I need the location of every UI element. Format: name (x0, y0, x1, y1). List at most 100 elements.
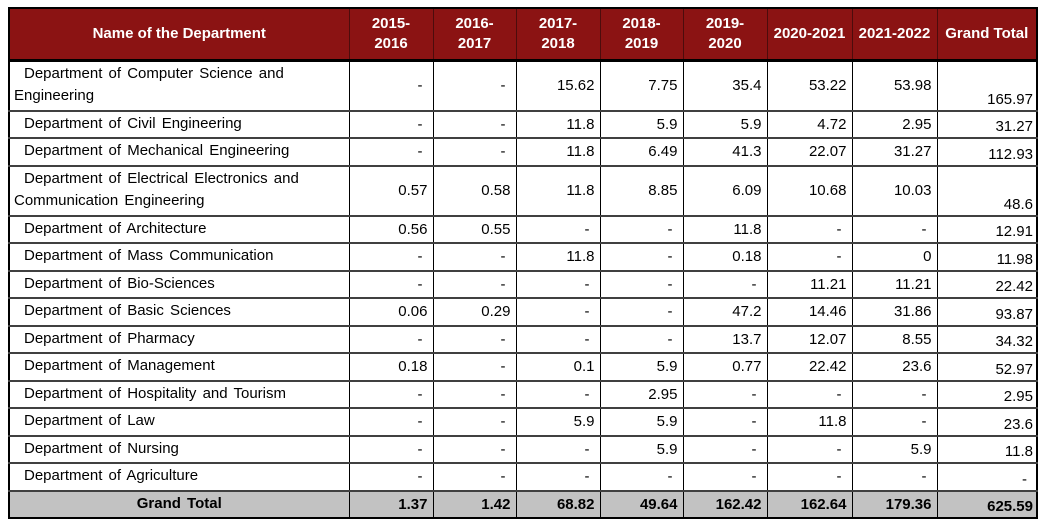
year-value-cell: - (683, 380, 768, 409)
department-name: Department of Electrical Electronics and… (9, 165, 350, 217)
year-value-cell: - (433, 325, 517, 354)
year-value-cell: - (433, 463, 517, 492)
year-value-cell: - (852, 408, 938, 437)
department-name: Department of Mass Communication (9, 243, 350, 272)
table-row: Department of Mechanical Engineering - -11… (9, 138, 1037, 167)
year-value-cell: - (433, 353, 517, 382)
table-row: Department of Nursing - - -5.9- -5.9 11.8 (9, 435, 1037, 464)
department-name: Department of Civil Engineering (9, 110, 350, 139)
year-value-cell: 6.49 (600, 138, 684, 167)
row-grand-total-cell: 23.6 (937, 408, 1037, 437)
year-value-cell: 11.8 (516, 110, 601, 139)
year-value-cell: 0.56 (349, 215, 434, 244)
year-value-cell: 5.9 (600, 408, 684, 437)
year-value-cell: 15.62 (516, 60, 601, 112)
year-value-cell: - (433, 408, 517, 437)
year-value-cell: 10.03 (852, 165, 938, 217)
department-name: Department of Pharmacy (9, 325, 350, 354)
table-row: Department of Hospitality and Tourism - - -… (9, 380, 1037, 409)
year-value-cell: - (516, 380, 601, 409)
row-grand-total-cell: 31.27 (937, 110, 1037, 139)
department-name: Department of Mechanical Engineering (9, 138, 350, 167)
year-value-cell: 11.8 (516, 243, 601, 272)
row-grand-total-cell: 112.93 (937, 138, 1037, 167)
year-value-cell: - (349, 325, 434, 354)
year-value-cell: 14.46 (767, 298, 853, 327)
year-value-cell: 23.6 (852, 353, 938, 382)
year-value-cell: 0.06 (349, 298, 434, 327)
table-row: Department of Mass Communication - -11.8-0… (9, 243, 1037, 272)
row-grand-total-cell: 11.8 (937, 435, 1037, 464)
year-value-cell: - (767, 435, 853, 464)
year-value-cell: - (349, 270, 434, 299)
year-value-cell: - (516, 435, 601, 464)
department-funding-table: Name of the Department 2015- 2016 2016- … (8, 7, 1038, 519)
row-grand-total-cell: 48.6 (937, 165, 1037, 217)
row-grand-total-cell: 2.95 (937, 380, 1037, 409)
year-value-cell: 12.07 (767, 325, 853, 354)
year-value-cell: - (852, 215, 938, 244)
year-value-cell: 5.9 (600, 110, 684, 139)
year-value-cell: - (600, 463, 684, 492)
year-value-cell: 5.9 (600, 353, 684, 382)
year-value-cell: 10.68 (767, 165, 853, 217)
department-name: Department of Architecture (9, 215, 350, 244)
table-row: Department of Civil Engineering - -11.8 5.9… (9, 110, 1037, 139)
year-value-cell: 6.09 (683, 165, 768, 217)
year-value-cell: 31.86 (852, 298, 938, 327)
grand-total-year-value: 162.64 (767, 490, 853, 518)
year-value-cell: - (349, 408, 434, 437)
year-value-cell: 5.9 (683, 110, 768, 139)
table-row: Department of Bio-Sciences - - - - -11.21 11.2… (9, 270, 1037, 299)
year-value-cell: - (349, 435, 434, 464)
department-name: Department of Basic Sciences (9, 298, 350, 327)
year-value-cell: - (767, 463, 853, 492)
table-row: Department of Management 0.18-0.1 5.9 0.77 2… (9, 353, 1037, 382)
year-value-cell: - (516, 215, 601, 244)
year-value-cell: 0.18 (349, 353, 434, 382)
year-value-cell: 47.2 (683, 298, 768, 327)
col-header-2020-2021: 2020-2021 (767, 8, 853, 62)
col-header-2021-2022: 2021-2022 (852, 8, 938, 62)
year-value-cell: 11.8 (516, 138, 601, 167)
table-row: Department of Law - -5.9 5.9-11.8-23.6 (9, 408, 1037, 437)
year-value-cell: 0.77 (683, 353, 768, 382)
year-value-cell: 0.18 (683, 243, 768, 272)
year-value-cell: - (516, 270, 601, 299)
department-name: Department of Management (9, 353, 350, 382)
col-header-grand-total: Grand Total (937, 8, 1037, 62)
table-row: Department of Architecture 0.56 0.55- -11.8… (9, 215, 1037, 244)
table-row: Department of Pharmacy - - - -13.7 12.07 8.55 3… (9, 325, 1037, 354)
row-grand-total-cell: 22.42 (937, 270, 1037, 299)
year-value-cell: - (600, 215, 684, 244)
year-value-cell: 11.8 (683, 215, 768, 244)
year-value-cell: 41.3 (683, 138, 768, 167)
col-header-2016-2017: 2016- 2017 (433, 8, 517, 62)
year-value-cell: 8.55 (852, 325, 938, 354)
year-value-cell: 0.57 (349, 165, 434, 217)
year-value-cell: - (433, 435, 517, 464)
year-value-cell: - (767, 243, 853, 272)
row-grand-total-cell: 11.98 (937, 243, 1037, 272)
year-value-cell: 5.9 (852, 435, 938, 464)
row-grand-total-cell: 12.91 (937, 215, 1037, 244)
grand-total-year-value: 162.42 (683, 490, 768, 518)
table-row: Department of Computer Science and Engin… (9, 60, 1037, 112)
grand-total-year-value: 68.82 (516, 490, 601, 518)
col-header-2019-2020: 2019- 2020 (683, 8, 768, 62)
year-value-cell: - (516, 298, 601, 327)
year-value-cell: 0.55 (433, 215, 517, 244)
grand-total-year-value: 179.36 (852, 490, 938, 518)
year-value-cell: - (852, 463, 938, 492)
year-value-cell: 0.58 (433, 165, 517, 217)
year-value-cell: 11.8 (516, 165, 601, 217)
year-value-cell: 2.95 (852, 110, 938, 139)
grand-total-year-value: 1.37 (349, 490, 434, 518)
year-value-cell: - (433, 380, 517, 409)
year-value-cell: 5.9 (516, 408, 601, 437)
department-name: Department of Nursing (9, 435, 350, 464)
table-body: Department of Computer Science and Engin… (9, 60, 1037, 518)
year-value-cell: - (767, 380, 853, 409)
year-value-cell: - (852, 380, 938, 409)
grand-total-year-value: 49.64 (600, 490, 684, 518)
